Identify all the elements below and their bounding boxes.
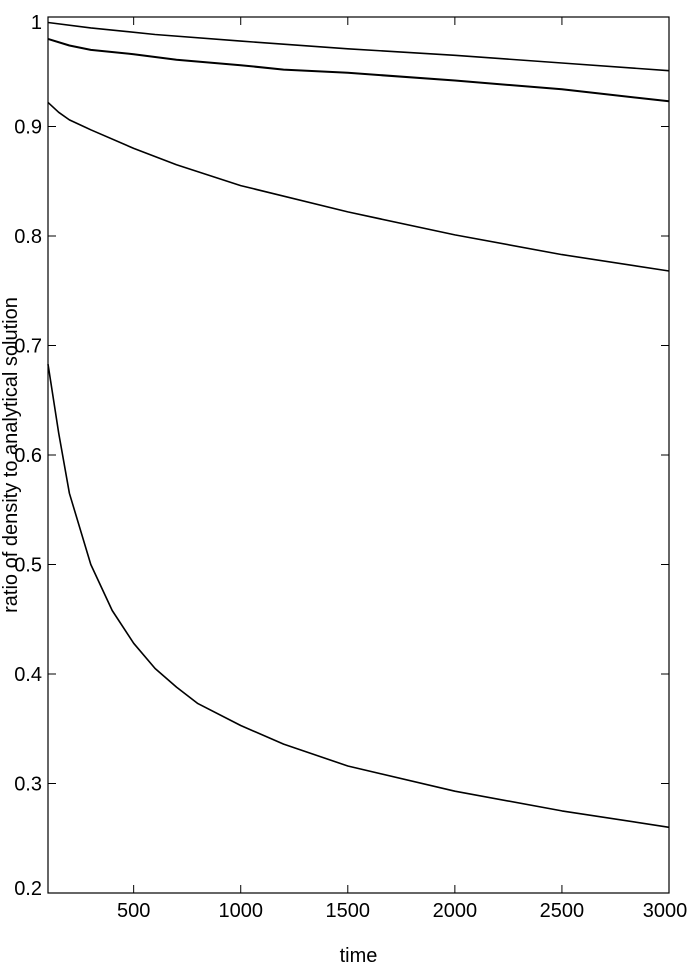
series-line-4 xyxy=(47,363,670,829)
x-axis-title: time xyxy=(340,945,378,967)
y-tick-label: 0.2 xyxy=(14,878,42,900)
y-tick-label: 0.5 xyxy=(14,555,42,577)
x-tick-label: 1000 xyxy=(218,900,263,922)
y-tick-label: 0.3 xyxy=(14,774,42,796)
axis-ticks xyxy=(48,16,670,894)
plot-area xyxy=(47,16,670,894)
tick-labels: 500 1000 1500 2000 2500 3000 0.2 0.3 0.4 0.5 0.6 0.… xyxy=(14,12,687,922)
y-tick-label: 0.8 xyxy=(14,226,42,248)
x-tick-label: 1500 xyxy=(326,900,371,922)
x-tick-label: 500 xyxy=(117,900,150,922)
plot-frame xyxy=(47,16,670,894)
x-tick-label: 2000 xyxy=(433,900,478,922)
x-tick-label: 2500 xyxy=(540,900,585,922)
y-tick-label: 0.9 xyxy=(14,117,42,139)
series-line-1 xyxy=(47,21,670,72)
y-tick-label: 1 xyxy=(31,12,42,34)
y-tick-label: 0.7 xyxy=(14,336,42,358)
x-tick-label: 3000 xyxy=(643,900,688,922)
y-tick-label: 0.4 xyxy=(14,664,42,686)
y-axis-title: ratio of density to analytical solution xyxy=(0,297,22,613)
y-tick-label: 0.6 xyxy=(14,445,42,467)
series-line-2 xyxy=(47,37,670,103)
series-line-3 xyxy=(47,101,670,272)
